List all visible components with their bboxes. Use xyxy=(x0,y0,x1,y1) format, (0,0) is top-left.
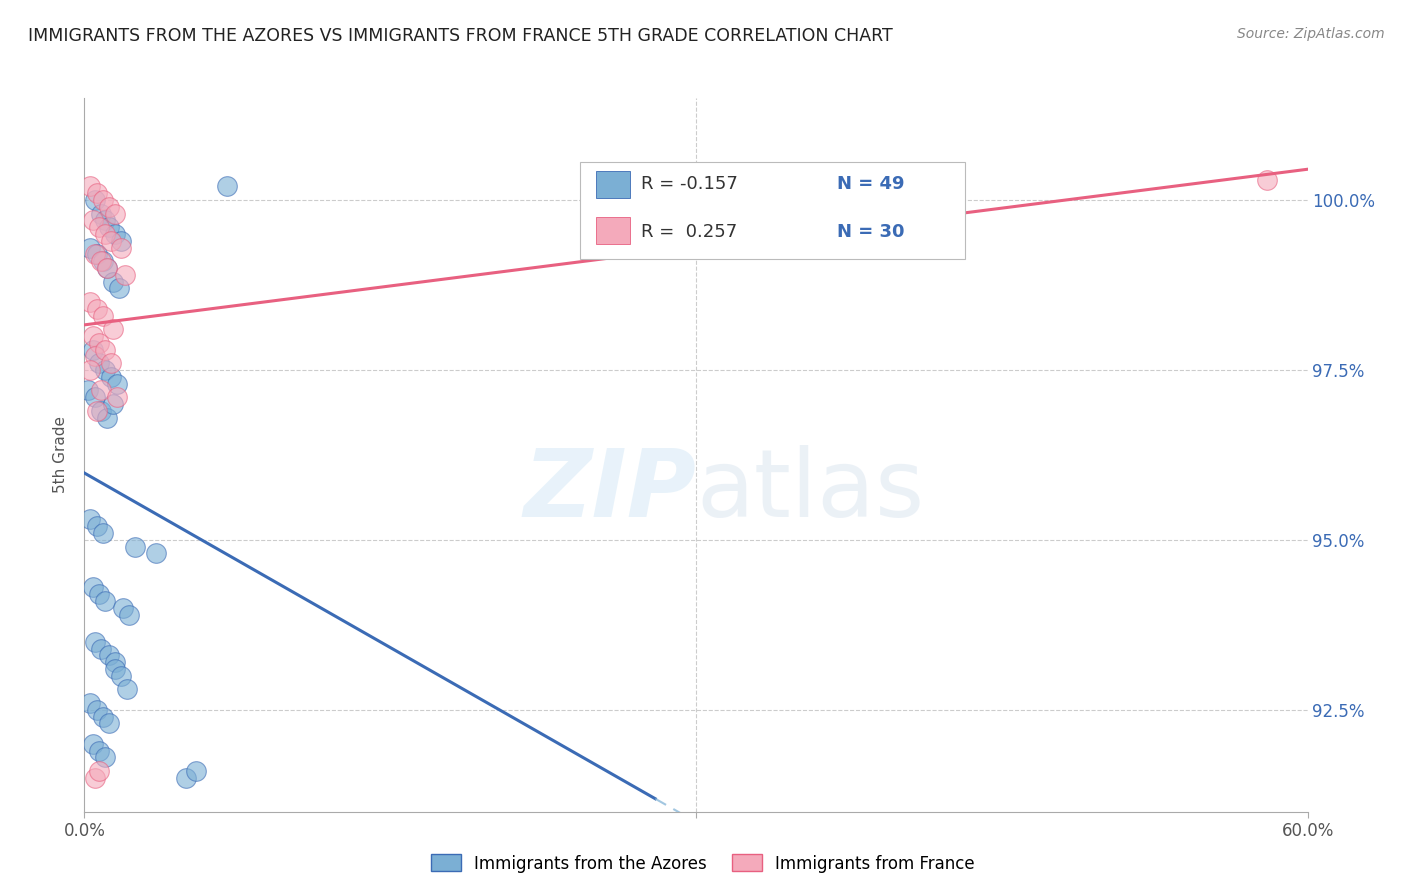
FancyBboxPatch shape xyxy=(596,218,630,244)
Point xyxy=(97,648,120,663)
Point xyxy=(104,655,127,669)
Point xyxy=(86,301,108,316)
Point xyxy=(100,234,122,248)
Point xyxy=(87,356,110,370)
Point xyxy=(79,696,101,710)
Point xyxy=(86,519,108,533)
Point xyxy=(79,295,101,310)
Point xyxy=(93,213,117,227)
Point xyxy=(91,309,114,323)
Point xyxy=(86,403,108,417)
Point xyxy=(83,193,105,207)
Point xyxy=(83,350,105,364)
Point xyxy=(86,247,108,261)
Point xyxy=(79,363,101,377)
Point xyxy=(105,376,128,391)
Point xyxy=(87,220,110,235)
Point xyxy=(217,179,239,194)
Point xyxy=(86,186,108,201)
Point xyxy=(101,397,124,411)
Text: IMMIGRANTS FROM THE AZORES VS IMMIGRANTS FROM FRANCE 5TH GRADE CORRELATION CHART: IMMIGRANTS FROM THE AZORES VS IMMIGRANTS… xyxy=(28,27,893,45)
Point xyxy=(97,220,120,235)
Text: ZIP: ZIP xyxy=(523,444,696,537)
Point xyxy=(104,662,127,676)
Point xyxy=(83,771,105,785)
Point xyxy=(90,403,112,417)
Point xyxy=(96,260,118,275)
Legend: Immigrants from the Azores, Immigrants from France: Immigrants from the Azores, Immigrants f… xyxy=(425,847,981,880)
Point xyxy=(90,641,112,656)
Point xyxy=(93,594,117,608)
Text: R =  0.257: R = 0.257 xyxy=(641,223,737,241)
Point xyxy=(101,322,124,336)
Point xyxy=(104,207,127,221)
Point xyxy=(91,193,114,207)
Point xyxy=(97,716,120,731)
Point xyxy=(91,526,114,541)
Point xyxy=(93,343,117,357)
Point xyxy=(100,356,122,370)
Point xyxy=(96,260,118,275)
Text: atlas: atlas xyxy=(696,444,924,537)
Point xyxy=(145,546,167,560)
Point xyxy=(77,384,100,398)
Point xyxy=(93,363,117,377)
Point xyxy=(90,384,112,398)
Point xyxy=(112,600,135,615)
Text: N = 49: N = 49 xyxy=(837,176,904,194)
Point xyxy=(91,254,114,268)
Text: N = 30: N = 30 xyxy=(837,223,904,241)
Point xyxy=(93,750,117,764)
Point xyxy=(108,281,131,295)
Point xyxy=(96,410,118,425)
Point xyxy=(82,329,104,343)
Point xyxy=(86,703,108,717)
Point xyxy=(97,200,120,214)
Point xyxy=(101,275,124,289)
Point xyxy=(90,207,112,221)
Point xyxy=(82,213,104,227)
Point xyxy=(83,635,105,649)
Point xyxy=(100,369,122,384)
Point xyxy=(83,390,105,404)
Point xyxy=(114,268,136,282)
Point xyxy=(110,241,132,255)
Point xyxy=(115,682,138,697)
Point xyxy=(104,227,127,241)
Point xyxy=(174,771,197,785)
Point xyxy=(110,669,132,683)
Point xyxy=(186,764,208,778)
Point xyxy=(1256,172,1278,186)
Point xyxy=(87,335,110,350)
Point xyxy=(79,179,101,194)
Point xyxy=(124,540,146,554)
Point xyxy=(90,254,112,268)
Text: Source: ZipAtlas.com: Source: ZipAtlas.com xyxy=(1237,27,1385,41)
Y-axis label: 5th Grade: 5th Grade xyxy=(53,417,69,493)
Point xyxy=(79,241,101,255)
Point xyxy=(83,247,105,261)
Point xyxy=(91,709,114,723)
Point xyxy=(87,587,110,601)
Point xyxy=(93,227,117,241)
Text: R = -0.157: R = -0.157 xyxy=(641,176,738,194)
Point xyxy=(82,581,104,595)
Point xyxy=(105,390,128,404)
Point xyxy=(82,343,104,357)
Point xyxy=(110,234,132,248)
Point xyxy=(87,743,110,757)
Point xyxy=(79,512,101,526)
FancyBboxPatch shape xyxy=(579,162,965,259)
FancyBboxPatch shape xyxy=(596,171,630,198)
Point xyxy=(82,737,104,751)
Point xyxy=(118,607,141,622)
Point xyxy=(87,764,110,778)
